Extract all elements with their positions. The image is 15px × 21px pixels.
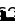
Legend: 2,5-deoxyfructosazine, 2,6-deoxyfructosazine: 2,5-deoxyfructosazine, 2,6-deoxyfructosa…	[0, 20, 15, 21]
Line: 2,6-deoxyfructosazine: 2,6-deoxyfructosazine	[2, 3, 14, 21]
Text: decolourised caramel: decolourised caramel	[0, 3, 15, 21]
Line: 2,5-deoxyfructosazine: 2,5-deoxyfructosazine	[2, 1, 14, 21]
